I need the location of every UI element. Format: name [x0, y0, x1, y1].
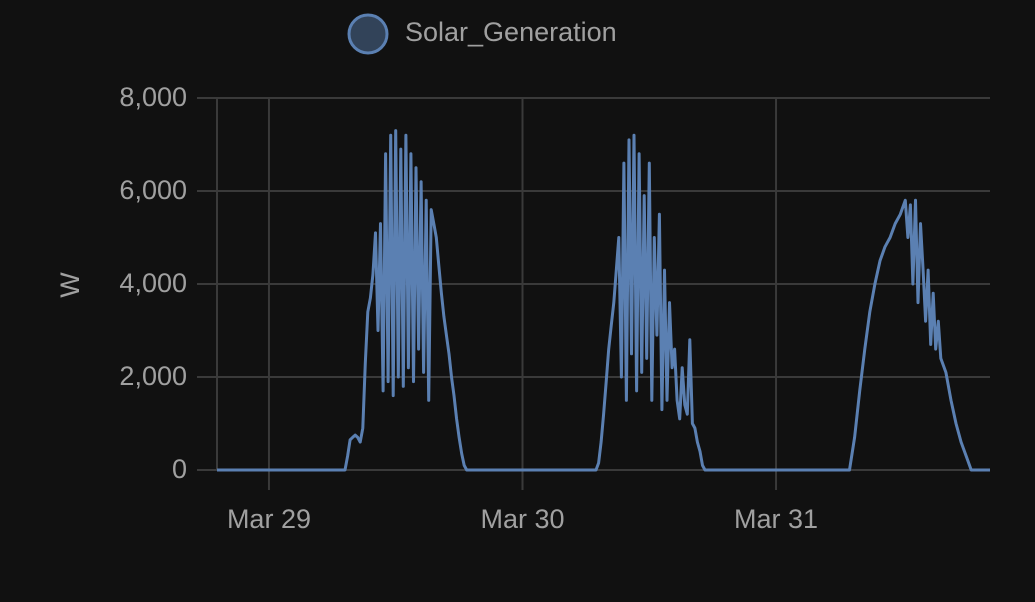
y-axis-label: W: [55, 272, 85, 298]
x-tick-label: Mar 30: [480, 504, 564, 534]
y-tick-label: 6,000: [119, 175, 187, 205]
x-tick-label: Mar 31: [734, 504, 818, 534]
x-tick-label: Mar 29: [227, 504, 311, 534]
y-tick-label: 8,000: [119, 82, 187, 112]
data-line: [217, 129, 990, 472]
legend-marker: [347, 13, 389, 55]
y-tick-label: 0: [172, 454, 187, 484]
legend-label: Solar_Generation: [405, 17, 617, 47]
y-tick-label: 2,000: [119, 361, 187, 391]
y-tick-label: 4,000: [119, 268, 187, 298]
